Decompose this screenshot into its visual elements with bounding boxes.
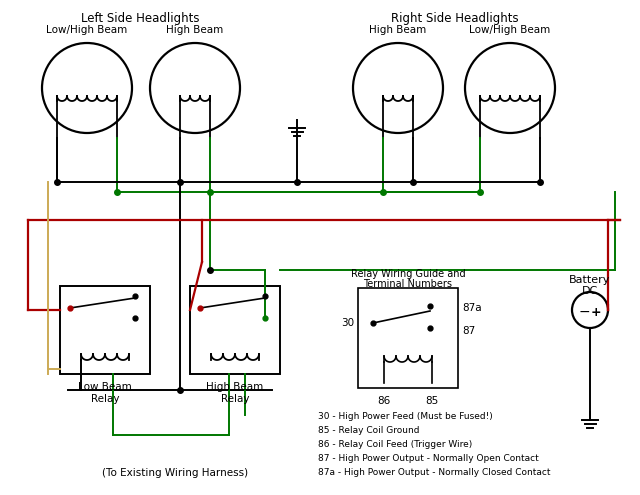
Text: Right Side Headlights: Right Side Headlights (391, 12, 519, 25)
Text: Low/High Beam: Low/High Beam (46, 25, 127, 35)
Text: 85: 85 (426, 396, 438, 406)
Text: Low Beam
Relay: Low Beam Relay (78, 382, 132, 403)
Text: 86 - Relay Coil Feed (Trigger Wire): 86 - Relay Coil Feed (Trigger Wire) (318, 440, 472, 449)
Text: Low/High Beam: Low/High Beam (469, 25, 550, 35)
Text: 87a: 87a (462, 303, 482, 313)
Text: Terminal Numbers: Terminal Numbers (364, 279, 452, 289)
Text: 87a - High Power Output - Normally Closed Contact: 87a - High Power Output - Normally Close… (318, 468, 550, 477)
Text: High Beam: High Beam (166, 25, 223, 35)
Text: (To Existing Wiring Harness): (To Existing Wiring Harness) (102, 468, 248, 478)
Text: 87 - High Power Output - Normally Open Contact: 87 - High Power Output - Normally Open C… (318, 454, 539, 463)
Text: −: − (578, 305, 590, 319)
Text: Left Side Headlights: Left Side Headlights (81, 12, 199, 25)
Bar (358, 288, 458, 388)
Text: Relay Wiring Guide and: Relay Wiring Guide and (351, 269, 465, 279)
Bar (190, 286, 280, 374)
Text: 87: 87 (462, 326, 476, 336)
Text: 86: 86 (378, 396, 390, 406)
Text: Battery: Battery (570, 275, 611, 285)
Text: 85 - Relay Coil Ground: 85 - Relay Coil Ground (318, 426, 419, 435)
Bar (60, 286, 150, 374)
Text: 30: 30 (341, 318, 354, 328)
Text: 30 - High Power Feed (Must be Fused!): 30 - High Power Feed (Must be Fused!) (318, 412, 493, 421)
Text: +: + (591, 305, 602, 318)
Text: DC: DC (582, 286, 598, 296)
Text: High Beam
Relay: High Beam Relay (206, 382, 264, 403)
Text: High Beam: High Beam (369, 25, 427, 35)
